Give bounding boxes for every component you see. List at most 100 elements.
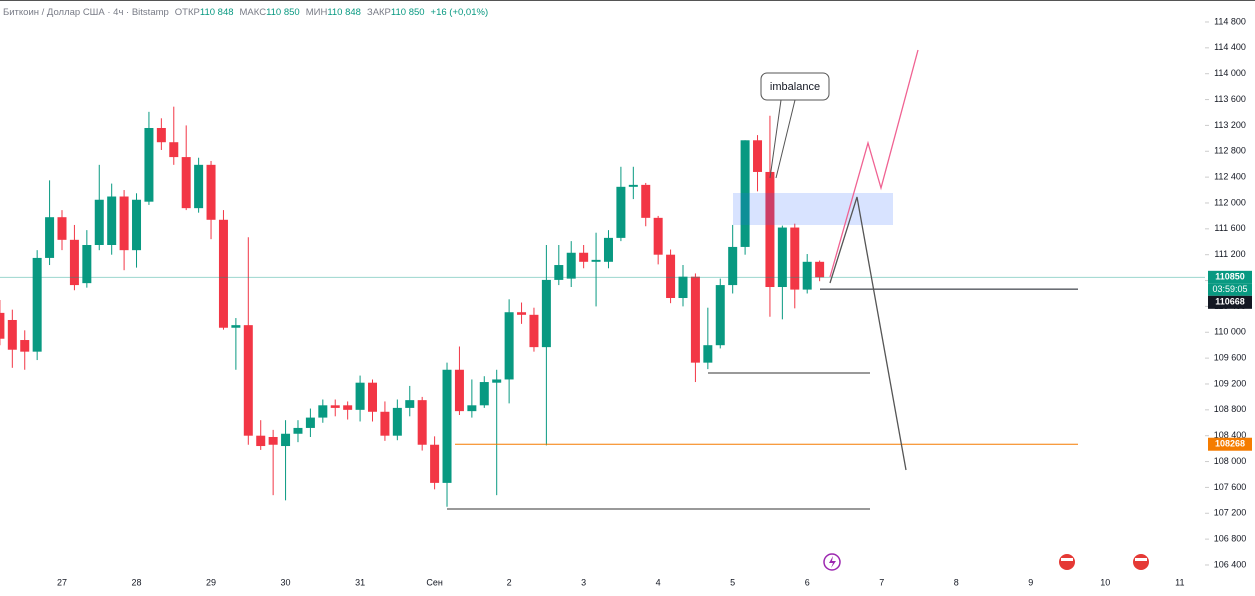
candle-body (181, 157, 191, 209)
x-tick-label: 5 (730, 577, 735, 587)
candle-body (740, 140, 750, 247)
candle-body (405, 400, 415, 408)
candle-body (330, 405, 340, 408)
y-tick-label: 114 000 (1214, 68, 1246, 78)
x-tick-label: 28 (132, 577, 142, 587)
y-tick-label: 106 400 (1214, 559, 1247, 569)
candle-body (7, 319, 17, 350)
event-icon (829, 556, 836, 568)
candle-body (206, 164, 216, 220)
candle-body (454, 369, 464, 412)
header: Биткоин / Доллар США · 4ч · Bitstamp ОТКР… (3, 7, 488, 18)
open-label: ОТКР (175, 7, 200, 18)
candle-body (753, 140, 763, 172)
flag-icon[interactable] (1133, 554, 1149, 570)
candle-body (703, 345, 713, 363)
y-tick-label: 108 000 (1214, 456, 1247, 466)
price-label-box (1208, 270, 1252, 284)
high-label: МАКС (240, 7, 267, 18)
candle-body (492, 379, 502, 383)
high: 110 850 (266, 7, 300, 18)
candle-body (82, 244, 92, 284)
event-icon[interactable] (823, 553, 841, 571)
candle-body (504, 312, 514, 380)
candle-body (765, 171, 775, 288)
candle-body (529, 314, 539, 348)
y-tick-label: 112 800 (1214, 146, 1246, 156)
x-tick-label: 2 (507, 577, 512, 587)
candle-body (479, 382, 489, 406)
y-tick-label: 111 200 (1214, 249, 1245, 259)
imbalance-zone (733, 193, 893, 225)
y-tick-label: 109 600 (1214, 352, 1247, 362)
flag-icon (1061, 558, 1073, 561)
y-tick-label: 112 400 (1214, 171, 1246, 181)
candle-body (467, 405, 477, 412)
x-tick-label: 30 (281, 577, 291, 587)
candle-body (32, 257, 42, 352)
x-tick-label: 7 (879, 577, 884, 587)
projection-down (829, 196, 907, 471)
candle-body (666, 254, 676, 299)
y-tick-label: 113 200 (1214, 120, 1246, 130)
countdown: 03:59:05 (1212, 284, 1247, 294)
countdown-box (1208, 283, 1252, 296)
low-label: МИН (306, 7, 328, 18)
candle-body (579, 252, 589, 262)
candle-body (107, 196, 117, 245)
candle-body (318, 405, 328, 418)
x-tick-label: 4 (656, 577, 661, 587)
callout-line (775, 99, 796, 179)
candle-body (231, 325, 241, 328)
close: 110 850 (391, 7, 425, 18)
callout-box (760, 72, 830, 101)
candle-body (380, 411, 390, 436)
price-label-box (1208, 295, 1252, 309)
x-tick-label: 11 (1175, 577, 1184, 587)
y-tick-label: 113 600 (1214, 94, 1246, 104)
candle-body (628, 184, 638, 187)
candle-body (417, 400, 427, 445)
candle-body (777, 227, 787, 288)
candle-body (728, 246, 738, 286)
candle-body (20, 340, 30, 352)
candle-body (305, 417, 315, 428)
price-label: 110668 (1215, 297, 1245, 307)
candle-body (554, 265, 564, 280)
y-tick-label: 110 000 (1214, 327, 1246, 337)
x-tick-label: 6 (805, 577, 810, 587)
x-tick-label: 10 (1100, 577, 1110, 587)
candle-body (802, 261, 812, 290)
y-tick-label: 109 200 (1214, 378, 1247, 388)
open: 110 848 (200, 7, 234, 18)
candle-body (355, 382, 365, 410)
flag-icon[interactable] (1059, 554, 1075, 570)
candle-body (132, 199, 142, 251)
x-tick-label: 3 (581, 577, 586, 587)
y-tick-label: 111 600 (1214, 223, 1245, 233)
candle-body (57, 217, 67, 240)
x-tick-label: 29 (206, 577, 216, 587)
candle-body (343, 405, 353, 410)
candle-body (256, 435, 266, 447)
candle-body (293, 427, 303, 434)
flag-icon (1135, 558, 1147, 561)
candle-body (156, 127, 166, 143)
x-tick-label: Сен (426, 577, 443, 587)
x-tick-label: 9 (1028, 577, 1033, 587)
x-tick-label: 31 (355, 577, 365, 587)
y-tick-label: 107 600 (1214, 482, 1247, 492)
y-tick-label: 112 000 (1214, 197, 1246, 207)
price-label-box (1208, 437, 1252, 451)
drawings: imbalance (447, 49, 1149, 571)
candle-body (678, 276, 688, 299)
price-label: 108268 (1215, 439, 1245, 449)
candle-body (368, 382, 377, 412)
callout-line (769, 99, 782, 179)
y-tick-label: 114 400 (1214, 42, 1246, 52)
candle-body (430, 444, 440, 483)
candles (0, 106, 1205, 507)
candle-body (194, 164, 204, 209)
candle-body (715, 285, 725, 346)
